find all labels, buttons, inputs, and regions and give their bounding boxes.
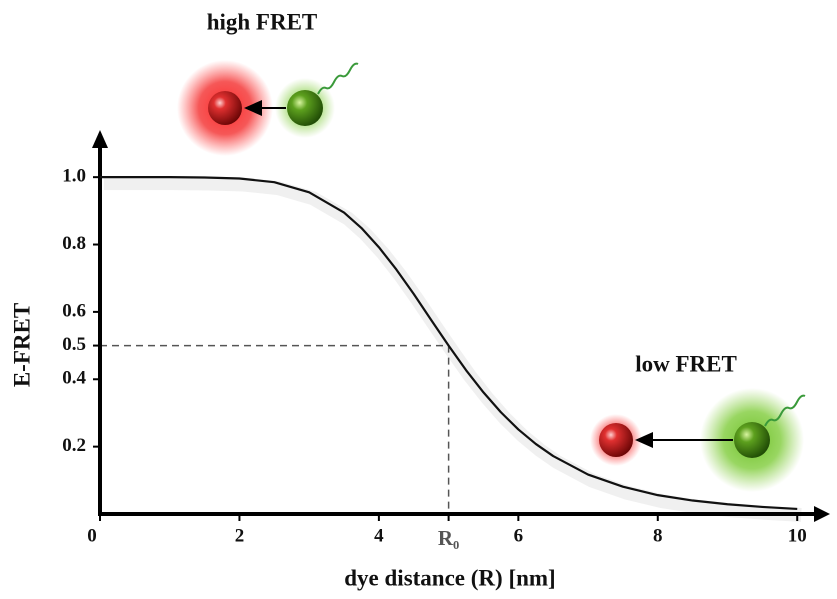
x-tick-label: 0 [87,525,97,546]
acceptor [599,423,633,457]
y-tick-label: 0.8 [62,233,86,254]
low-fret-illustration [590,388,806,492]
x-tick-label: 4 [374,525,384,546]
high-fret-illustration [177,60,359,156]
donor [734,422,770,458]
x-axis-label: dye distance (R) [nm] [344,565,555,590]
x-tick-label: 8 [653,525,663,546]
annotation: low FRET [635,351,737,376]
y-tick-label: 0.5 [62,334,86,355]
x-axis-arrow [814,506,830,522]
y-tick-label: 0.2 [62,435,86,456]
x-tick-label: R₀ [438,526,459,550]
annotation: high FRET [207,9,318,34]
excitation-wave [764,394,806,427]
excitation-wave [317,62,359,95]
donor [287,90,323,126]
x-tick-label: 10 [788,525,807,546]
curve-shadow [104,176,802,522]
y-tick-label: 0.4 [62,368,86,389]
y-tick-label: 1.0 [62,166,86,187]
y-tick-label: 0.6 [62,300,86,321]
x-tick-label: 2 [235,525,245,546]
curve [100,176,798,511]
y-axis-arrow [92,130,108,148]
y-axis-label: E-FRET [9,303,34,387]
x-tick-label: 6 [514,525,524,546]
acceptor [208,91,242,125]
